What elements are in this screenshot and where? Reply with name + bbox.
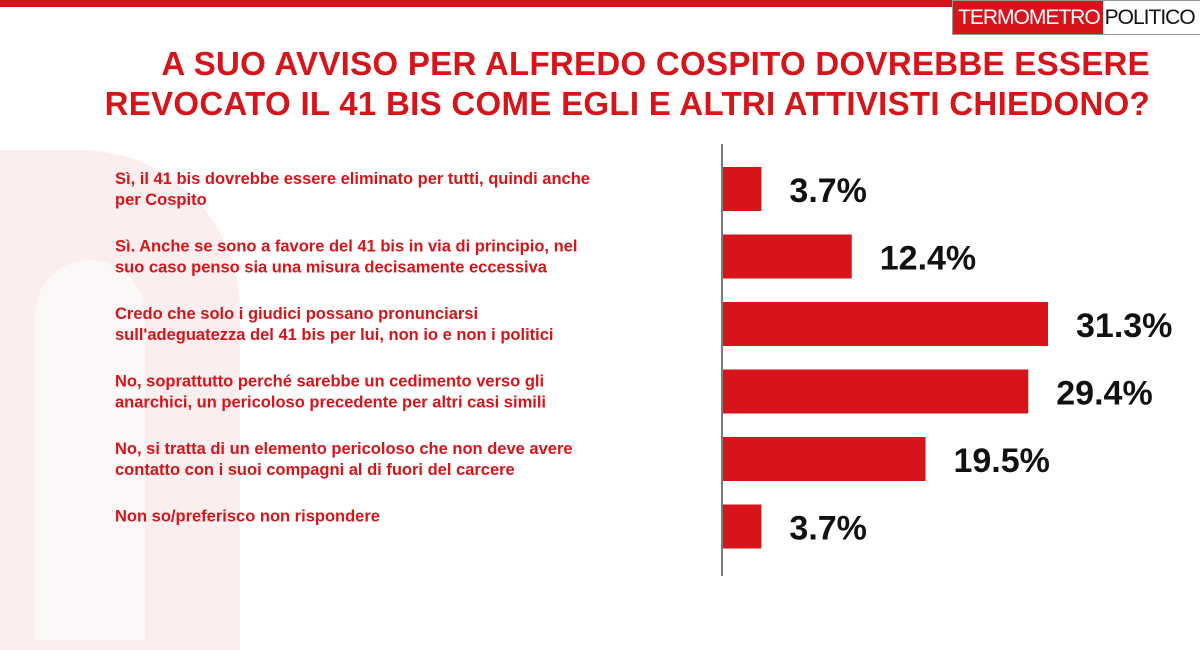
brand-logo-part2: POLITICO [1102,1,1200,34]
category-label: per Cospito [115,191,207,209]
chart-title: A SUO AVVISO PER ALFREDO COSPITO DOVREBB… [40,44,1150,124]
value-label: 3.7% [789,510,867,548]
value-label: 31.3% [1076,307,1172,345]
category-label: anarchici, un pericoloso precedente per … [115,394,546,412]
top-accent-bar [0,0,1200,7]
bar [723,234,852,279]
bar [723,504,762,549]
category-label: Credo che solo i giudici possano pronunc… [115,305,478,323]
category-label: contatto con i suoi compagni al di fuori… [115,461,515,479]
brand-logo: TERMOMETRO POLITICO [952,0,1200,35]
category-label: Non so/preferisco non rispondere [115,508,380,526]
value-label: 12.4% [880,240,976,278]
value-label: 3.7% [789,172,867,210]
bar [723,167,762,211]
value-label: 19.5% [953,442,1049,480]
category-label: suo caso penso sia una misura decisament… [115,259,548,277]
bar [723,369,1029,414]
category-label: sull'adeguatezza del 41 bis per lui, non… [115,326,554,344]
background-decoration-inner [35,260,145,640]
brand-logo-part1: TERMOMETRO [953,1,1103,34]
chart-title-line1: A SUO AVVISO PER ALFREDO COSPITO DOVREBB… [161,45,1150,82]
value-label: 29.4% [1056,375,1152,413]
category-label: Sì, il 41 bis dovrebbe essere eliminato … [115,170,590,188]
bar [723,302,1048,346]
category-label: No, si tratta di un elemento pericoloso … [115,440,573,458]
poll-bar-chart: 3.7% Sì, il 41 bis dovrebbe essere elimin… [115,144,1172,576]
category-label: Sì. Anche se sono a favore del 41 bis in… [115,238,577,256]
chart-title-line2: REVOCATO IL 41 BIS COME EGLI E ALTRI ATT… [104,85,1150,122]
category-label: No, soprattutto perché sarebbe un cedime… [115,373,544,391]
bar [723,437,926,481]
